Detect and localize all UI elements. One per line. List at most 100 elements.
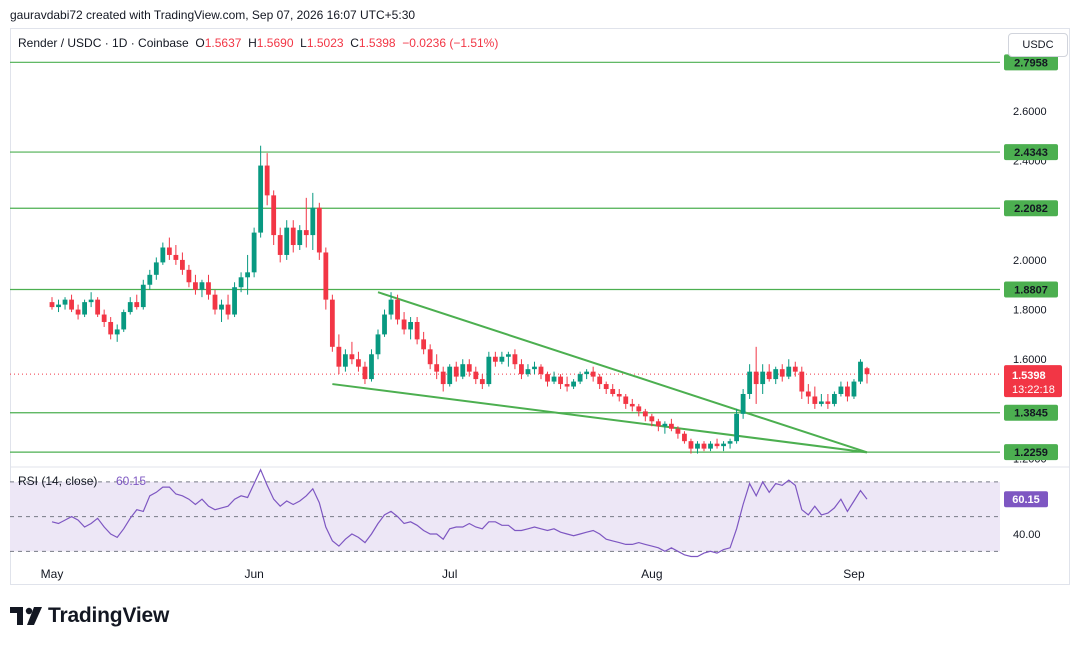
candle [845,381,850,402]
candle-body [590,371,596,377]
level-tag [1004,54,1058,71]
last-price-tag-bg [1004,365,1062,398]
candle-body [56,304,61,308]
candle-body [636,406,642,412]
candle-body [193,282,198,290]
candle [708,441,713,452]
candle [714,438,720,449]
candle [551,371,557,385]
candle-body [408,321,413,330]
candle-body [460,364,466,377]
level-tag-label: 1.2259 [1014,447,1048,459]
candle-body [303,230,309,236]
candle-body [649,416,655,422]
candle-body [753,371,759,385]
candle-body [851,381,857,397]
candle-body [401,319,407,330]
candle-body [727,441,733,444]
candle-body [603,384,609,390]
time-tick-label: Jun [244,567,263,581]
candle-body [773,369,779,380]
candle [49,297,55,310]
candle [206,274,211,300]
candle-body [734,413,739,442]
candle-body [766,371,772,380]
candle [773,366,779,385]
candle-body [512,354,518,365]
candle-body [375,334,381,355]
candle-body [147,274,153,285]
level-tag-label: 2.2082 [1014,203,1048,215]
candle-body [818,401,824,404]
change-value: −0.0236 (−1.51%) [402,36,499,50]
candle [486,351,492,387]
candle [642,408,648,422]
candle-body [564,384,570,387]
candle-body [616,393,622,397]
candle-body [219,304,224,310]
candle-body [532,366,537,370]
candle-body [453,366,459,377]
candle [655,418,661,432]
candle-body [297,230,303,246]
candle [303,197,309,248]
tradingview-logo-icon [10,607,42,625]
candle [818,393,824,407]
rsi-title: RSI (14, close) [18,474,97,488]
candle-body [642,411,648,417]
candle [603,381,609,394]
candle [466,359,472,377]
candle [264,153,270,206]
candle-body [695,443,700,449]
candle [747,364,753,399]
candle-body [101,314,107,322]
candle [356,351,361,372]
candle [753,346,759,404]
candle-body [779,369,785,377]
candle-body [225,304,231,315]
candle [382,309,387,337]
candle-body [434,364,440,372]
candle-body [75,309,81,315]
candle [532,361,537,375]
candle [825,393,831,409]
candle-body [134,302,140,308]
candle-body [792,366,798,372]
currency-button[interactable]: USDC [1008,33,1068,57]
candle [101,309,107,327]
tradingview-logo[interactable]: TradingView [10,604,169,628]
candle-body [864,368,870,375]
candle-body [447,366,453,385]
level-tag [1004,404,1058,421]
candle [512,349,518,370]
candle [473,366,479,385]
candle [173,245,179,265]
candle-body [369,354,374,380]
open-value: 1.5637 [204,36,242,50]
candle-body [388,299,394,315]
candle-body [551,376,557,382]
candle [812,386,818,409]
candle [434,354,440,380]
candle-body [708,443,713,449]
candle-body [140,284,146,308]
candle [69,294,74,313]
candle-body [206,282,211,295]
candle-body [655,421,661,427]
candle [832,391,837,407]
candle [232,282,237,318]
candle [108,317,114,340]
candle [779,364,785,382]
candle-body [492,356,498,362]
candle [538,364,544,380]
candle [95,297,101,318]
candle [153,257,159,280]
candle-body [629,403,635,407]
candle-body [153,262,159,275]
candle-body [121,312,127,330]
candle-body [597,376,603,385]
candle-body [166,247,172,255]
candle [212,289,218,315]
price-tick-label: 2.0000 [1013,255,1047,267]
